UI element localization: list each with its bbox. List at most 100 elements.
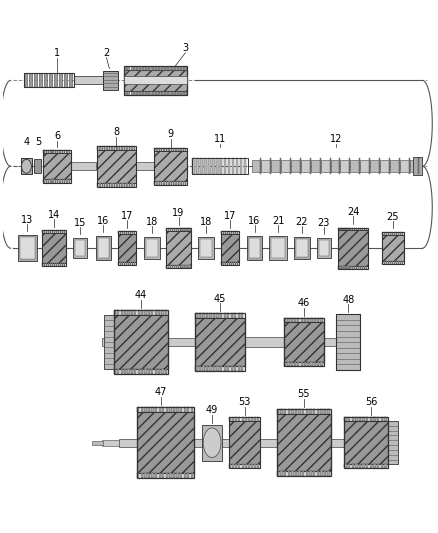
- Bar: [129, 146, 130, 149]
- Bar: [187, 229, 189, 231]
- Bar: [270, 158, 271, 174]
- Bar: [54, 230, 55, 233]
- Bar: [148, 310, 150, 315]
- Bar: [102, 146, 103, 149]
- Text: 17: 17: [121, 211, 133, 221]
- Bar: [287, 318, 290, 322]
- Bar: [281, 160, 290, 172]
- Bar: [370, 464, 372, 469]
- Bar: [154, 148, 187, 185]
- Bar: [168, 148, 170, 151]
- Bar: [224, 158, 226, 174]
- Bar: [380, 160, 389, 172]
- Bar: [284, 362, 286, 366]
- Text: 49: 49: [206, 405, 218, 415]
- Bar: [166, 265, 167, 268]
- Bar: [234, 366, 237, 370]
- Bar: [356, 266, 357, 269]
- Bar: [317, 362, 319, 366]
- Bar: [231, 262, 232, 265]
- Bar: [126, 146, 127, 149]
- Bar: [159, 148, 160, 151]
- Bar: [235, 231, 236, 235]
- Bar: [340, 266, 342, 269]
- Bar: [136, 163, 154, 170]
- Bar: [329, 158, 331, 174]
- Bar: [227, 231, 228, 235]
- Bar: [169, 473, 172, 478]
- Bar: [137, 412, 194, 473]
- Bar: [124, 310, 126, 315]
- Bar: [251, 160, 261, 172]
- Bar: [362, 228, 364, 230]
- Bar: [379, 158, 380, 174]
- Bar: [159, 91, 161, 95]
- Bar: [148, 473, 150, 478]
- Bar: [390, 261, 391, 264]
- Bar: [184, 265, 185, 268]
- Bar: [96, 183, 98, 187]
- Text: 25: 25: [386, 212, 399, 222]
- Bar: [297, 362, 300, 366]
- Text: 5: 5: [35, 136, 42, 147]
- Bar: [295, 409, 297, 414]
- Bar: [230, 313, 233, 318]
- Bar: [359, 417, 361, 421]
- Bar: [346, 266, 347, 269]
- Bar: [69, 179, 70, 183]
- Bar: [170, 265, 171, 268]
- Bar: [195, 313, 245, 370]
- Bar: [200, 158, 203, 174]
- Bar: [180, 181, 182, 185]
- Bar: [120, 310, 123, 315]
- Bar: [155, 407, 157, 412]
- Text: 12: 12: [330, 134, 343, 143]
- Bar: [382, 236, 404, 261]
- Bar: [310, 158, 311, 174]
- Bar: [396, 232, 397, 236]
- Bar: [396, 261, 397, 264]
- Bar: [137, 407, 139, 412]
- Bar: [159, 407, 161, 412]
- Bar: [229, 421, 261, 464]
- Bar: [98, 238, 110, 258]
- Bar: [277, 471, 279, 477]
- Bar: [44, 230, 46, 233]
- Bar: [111, 146, 113, 149]
- Bar: [251, 417, 253, 421]
- Bar: [141, 407, 143, 412]
- Bar: [352, 266, 353, 269]
- Bar: [29, 74, 32, 87]
- Bar: [331, 160, 339, 172]
- Bar: [241, 313, 244, 318]
- Bar: [102, 338, 339, 346]
- Bar: [96, 146, 136, 187]
- Bar: [114, 146, 115, 149]
- Bar: [348, 266, 350, 269]
- Text: 16: 16: [97, 215, 110, 225]
- Bar: [124, 76, 187, 84]
- Bar: [257, 417, 259, 421]
- Bar: [235, 262, 236, 265]
- Bar: [202, 366, 205, 370]
- Bar: [46, 150, 47, 154]
- Bar: [117, 369, 120, 374]
- Bar: [49, 74, 52, 87]
- Bar: [336, 314, 360, 370]
- Bar: [254, 464, 256, 469]
- Bar: [156, 181, 158, 185]
- Bar: [234, 313, 237, 318]
- Bar: [184, 91, 186, 95]
- Bar: [172, 66, 173, 69]
- Bar: [231, 231, 232, 235]
- Bar: [223, 313, 226, 318]
- Bar: [290, 158, 291, 174]
- Text: 15: 15: [74, 217, 86, 228]
- Bar: [284, 409, 286, 414]
- Bar: [180, 473, 182, 478]
- Bar: [389, 158, 390, 174]
- Bar: [134, 66, 136, 69]
- Bar: [153, 91, 155, 95]
- Bar: [181, 66, 183, 69]
- Bar: [394, 261, 395, 264]
